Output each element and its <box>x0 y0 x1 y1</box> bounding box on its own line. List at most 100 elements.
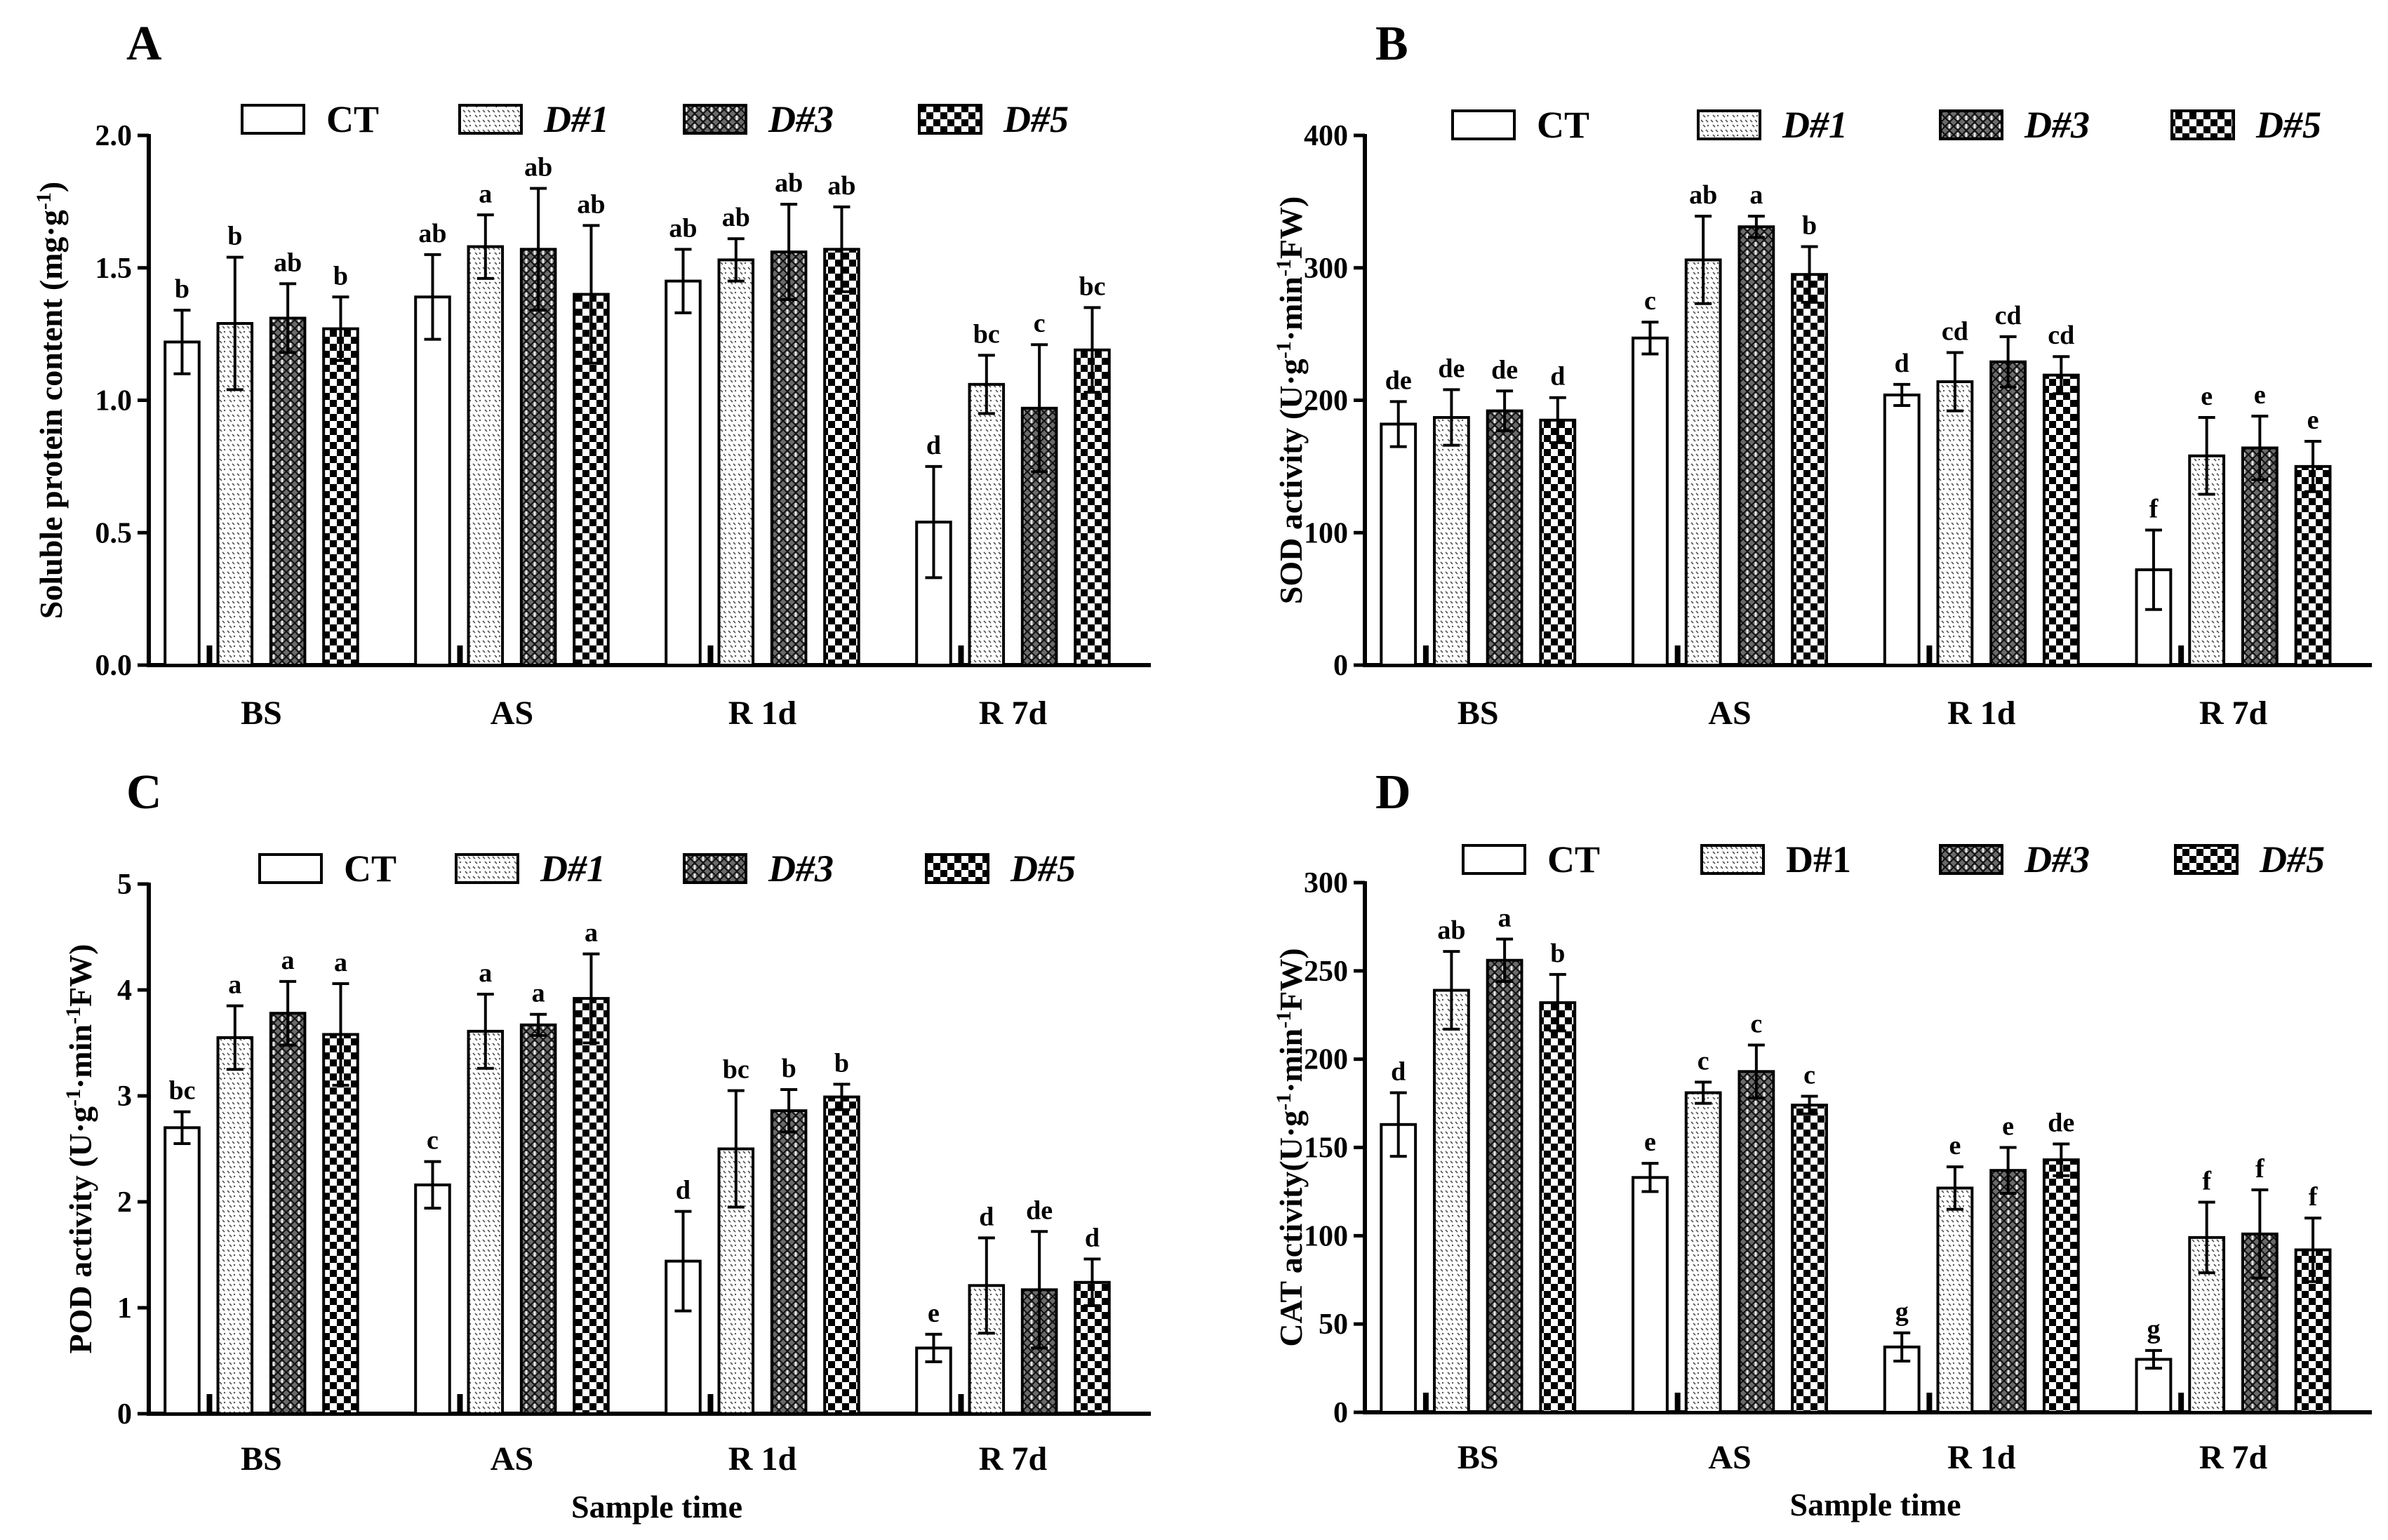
significance-letter: ab <box>274 248 302 277</box>
significance-letter: f <box>2202 1167 2212 1196</box>
legend-label: D#5 <box>1010 848 1076 890</box>
significance-letter: a <box>532 979 545 1008</box>
y-axis-title: CAT activity(U·g-1·min-1FW) <box>1272 948 1309 1346</box>
bar-d-1-r-1d <box>717 258 755 667</box>
category-label: BS <box>241 695 282 732</box>
bar-ct-bs <box>1380 422 1418 667</box>
y-axis-title-superscript: -1 <box>1272 1093 1295 1111</box>
legend-label: CT <box>344 848 396 890</box>
significance-letter: c <box>1644 286 1656 316</box>
legend-label: D#3 <box>768 98 834 140</box>
significance-letter: a <box>281 946 295 975</box>
legend-swatch-ct <box>1462 844 1526 875</box>
bar-d-3-bs <box>269 1012 307 1415</box>
y-axis-title-text: ·min <box>1273 1029 1309 1093</box>
bar-d-3-as <box>519 1023 557 1415</box>
category-label: AS <box>491 1440 533 1478</box>
significance-letter: e <box>2201 382 2213 411</box>
legend-label: D#3 <box>2024 104 2090 146</box>
significance-letter: ab <box>418 219 446 248</box>
bar-d-1-as <box>1684 258 1722 667</box>
y-tick-label: 0 <box>1333 1397 1348 1429</box>
significance-letter: de <box>1491 355 1518 384</box>
y-axis-title-text: ·min <box>1273 276 1309 341</box>
significance-letter: e <box>928 1299 940 1328</box>
bar-ct-as <box>1632 336 1669 667</box>
significance-letter: d <box>1550 362 1565 391</box>
significance-letter: de <box>2048 1108 2074 1137</box>
x-axis-title: Sample time <box>571 1489 742 1525</box>
significance-letter: a <box>479 958 492 988</box>
significance-letter: de <box>1026 1196 1053 1225</box>
significance-letter: ab <box>577 189 605 219</box>
category-label: R 7d <box>2199 1439 2268 1476</box>
y-axis-title-text: SOD activity (U·g <box>1273 359 1309 604</box>
significance-letter: b <box>227 222 242 251</box>
significance-letter: a <box>479 179 492 208</box>
bar-d-5-bs <box>322 1033 359 1416</box>
legend-swatch-d-1 <box>1700 844 1765 875</box>
y-axis-title-text: ·min <box>62 1024 98 1089</box>
bar-d-5-r-1d <box>2042 373 2080 667</box>
legend-swatch-d-3 <box>683 853 747 884</box>
category-label: R 1d <box>728 695 797 732</box>
significance-letter: a <box>228 970 241 1000</box>
significance-letter: ab <box>722 203 750 232</box>
category-label: R 1d <box>1947 695 2016 732</box>
category-label: AS <box>1708 1439 1751 1476</box>
significance-letter: e <box>2254 380 2266 410</box>
bar-d-5-r-1d <box>823 1095 860 1415</box>
y-axis-title-text: POD activity (U·g <box>62 1106 98 1354</box>
category-label: BS <box>241 1440 282 1478</box>
legend-label: D#3 <box>2024 838 2090 881</box>
bar-ct-as <box>414 1183 451 1415</box>
y-axis-title-superscript: -1 <box>1272 259 1295 276</box>
category-label: BS <box>1458 1439 1499 1476</box>
y-axis-title-superscript: -1 <box>1272 341 1295 359</box>
category-label: AS <box>1708 695 1751 732</box>
bar-d-5-as <box>1791 273 1828 667</box>
panel-a: A 0.0 0.5 1.0 1.5 2.0 Soluble protein content … <box>32 17 1151 732</box>
category-label: R 7d <box>979 1440 1048 1478</box>
significance-letter: d <box>1085 1224 1100 1253</box>
y-axis-title-text: CAT activity(U·g <box>1273 1111 1309 1347</box>
bar-d-5-r-1d <box>2042 1158 2080 1414</box>
bar-ct-r-1d <box>1883 393 1921 667</box>
significance-letter: c <box>1803 1061 1815 1090</box>
bar-d-5-bs <box>322 327 359 667</box>
bar-ct-bs <box>1380 1123 1418 1414</box>
significance-letter: c <box>1750 1010 1762 1039</box>
y-tick-label: 100 <box>1304 1220 1348 1252</box>
y-axis-title: SOD activity (U·g-1·min-1FW) <box>1272 196 1309 605</box>
legend-label: D#5 <box>2259 838 2325 881</box>
legend-swatch-d-5 <box>918 104 982 135</box>
category-label: R 7d <box>2199 695 2268 732</box>
y-tick-label: 2.0 <box>95 120 133 152</box>
y-tick-label: 5 <box>117 869 132 901</box>
bar-d-1-bs <box>216 1036 254 1415</box>
legend-label: D#5 <box>2255 104 2321 146</box>
panel-letter: C <box>126 765 162 819</box>
bar-ct-bs <box>164 340 201 667</box>
significance-letter: c <box>1697 1046 1709 1076</box>
significance-letter: a <box>585 918 598 948</box>
legend-label: CT <box>1537 104 1589 146</box>
significance-letter: a <box>1749 180 1763 210</box>
legend-swatch-d-3 <box>1939 109 2003 140</box>
x-axis-title: Sample time <box>1789 1487 1961 1522</box>
legend-label: CT <box>326 98 379 140</box>
legend-label: D#3 <box>768 848 834 890</box>
significance-letter: f <box>2255 1154 2265 1184</box>
legend-label: D#1 <box>1782 104 1848 146</box>
bar-d-3-r-1d <box>770 250 808 667</box>
significance-letter: d <box>926 431 941 460</box>
significance-letter: ab <box>524 153 552 182</box>
bar-d-1-r-7d <box>968 382 1006 667</box>
significance-letter: f <box>2149 494 2159 523</box>
y-axis-title-text: FW) <box>62 944 98 1006</box>
significance-letter: b <box>782 1054 796 1083</box>
legend-swatch-d-3 <box>1939 844 2003 875</box>
bar-d-3-as <box>519 248 557 667</box>
